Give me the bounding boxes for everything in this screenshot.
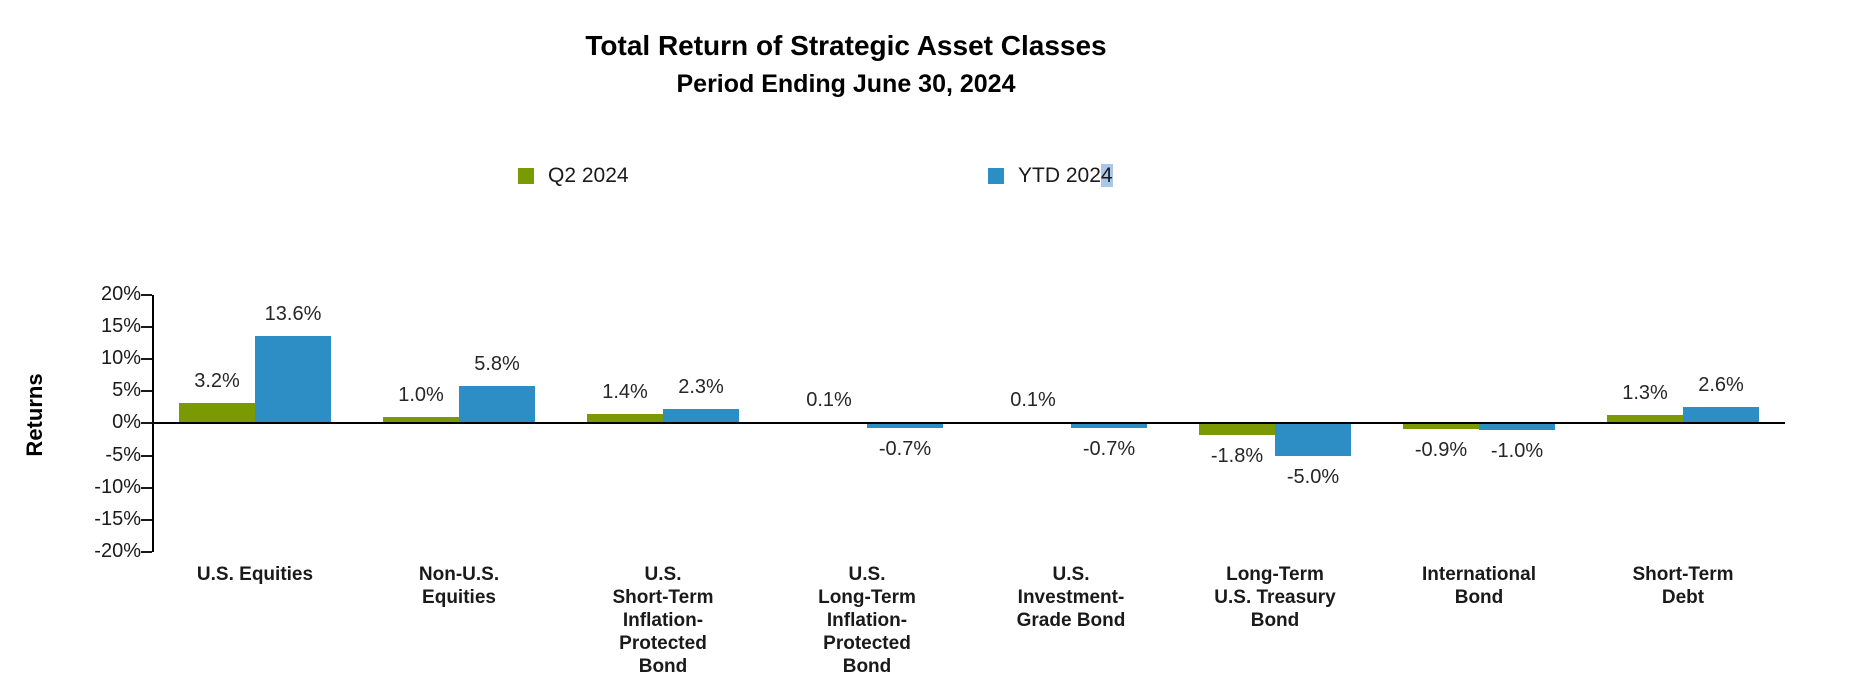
legend-item-q2: Q2 2024 bbox=[518, 163, 629, 189]
y-tick-label: -15% bbox=[94, 507, 141, 530]
value-label: 1.4% bbox=[602, 381, 648, 404]
value-label: -0.7% bbox=[1082, 437, 1136, 460]
ytd-bar bbox=[1683, 406, 1759, 424]
y-tick-label: 0% bbox=[112, 411, 141, 434]
ytd-selected-char: 4 bbox=[1100, 164, 1113, 187]
y-tick-mark bbox=[141, 550, 152, 553]
y-tick-mark bbox=[141, 454, 152, 457]
ytd-bar bbox=[1071, 423, 1147, 428]
q2-legend-swatch bbox=[518, 168, 534, 184]
ytd-bar bbox=[663, 408, 739, 424]
value-label: 2.6% bbox=[1698, 373, 1744, 396]
q2-bar bbox=[1199, 423, 1275, 435]
q2-bar bbox=[587, 414, 663, 424]
value-label: -5.0% bbox=[1286, 465, 1340, 488]
category-label: U.S. Equities bbox=[196, 564, 314, 585]
y-tick-label: 20% bbox=[100, 282, 141, 305]
y-tick-mark bbox=[141, 518, 152, 521]
y-tick-label: 5% bbox=[112, 379, 141, 402]
value-label: -1.0% bbox=[1490, 439, 1544, 462]
category-label: Short-Term Debt bbox=[1632, 564, 1734, 608]
legend-item-ytd: YTD 2024 bbox=[988, 163, 1113, 189]
category-label: Non-U.S. Equities bbox=[418, 564, 500, 608]
ytd-legend-swatch bbox=[988, 168, 1004, 184]
q2-bar bbox=[383, 416, 459, 424]
q2-legend-label: Q2 2024 bbox=[548, 164, 629, 187]
y-tick-mark bbox=[141, 422, 152, 425]
category-label: International Bond bbox=[1421, 564, 1536, 608]
value-label: 13.6% bbox=[264, 303, 322, 326]
y-tick-mark bbox=[141, 358, 152, 361]
category-label: U.S. Short-Term Inflation- Protected Bon… bbox=[612, 564, 714, 677]
y-tick-mark bbox=[141, 390, 152, 393]
ytd-bar bbox=[1479, 423, 1555, 430]
ytd-legend-label: YTD 2024 bbox=[1018, 164, 1113, 187]
q2-bar bbox=[1607, 415, 1683, 424]
value-label: 2.3% bbox=[678, 375, 724, 398]
ytd-bar bbox=[867, 423, 943, 428]
category-label: U.S. Investment- Grade Bond bbox=[1016, 564, 1126, 631]
y-tick-label: 10% bbox=[100, 347, 141, 370]
q2-bar bbox=[1403, 423, 1479, 430]
category-label: U.S. Long-Term Inflation- Protected Bond bbox=[818, 564, 916, 677]
y-tick-label: -5% bbox=[105, 443, 141, 466]
value-label: -0.9% bbox=[1414, 439, 1468, 462]
chart-title: Total Return of Strategic Asset Classes bbox=[585, 30, 1107, 61]
value-label: -0.7% bbox=[878, 437, 932, 460]
value-label: 0.1% bbox=[806, 389, 852, 412]
ytd-bar bbox=[1275, 423, 1351, 456]
q2-bar bbox=[179, 402, 255, 424]
y-tick-mark bbox=[141, 486, 152, 489]
y-tick-label: -10% bbox=[94, 475, 141, 498]
y-tick-label: 15% bbox=[100, 315, 141, 338]
value-label: 0.1% bbox=[1010, 389, 1056, 412]
value-label: 5.8% bbox=[474, 353, 520, 376]
y-tick-mark bbox=[141, 326, 152, 329]
y-tick-mark bbox=[141, 293, 152, 296]
value-label: 1.0% bbox=[398, 383, 444, 406]
value-label: 3.2% bbox=[194, 369, 240, 392]
value-label: -1.8% bbox=[1210, 444, 1264, 467]
value-label: 1.3% bbox=[1622, 382, 1668, 405]
zero-line bbox=[152, 422, 1785, 425]
category-label: Long-Term U.S. Treasury Bond bbox=[1214, 564, 1336, 631]
y-tick-label: -20% bbox=[94, 539, 141, 562]
chart-subtitle: Period Ending June 30, 2024 bbox=[676, 70, 1016, 98]
ytd-bar bbox=[459, 386, 535, 424]
ytd-bar bbox=[255, 336, 331, 424]
